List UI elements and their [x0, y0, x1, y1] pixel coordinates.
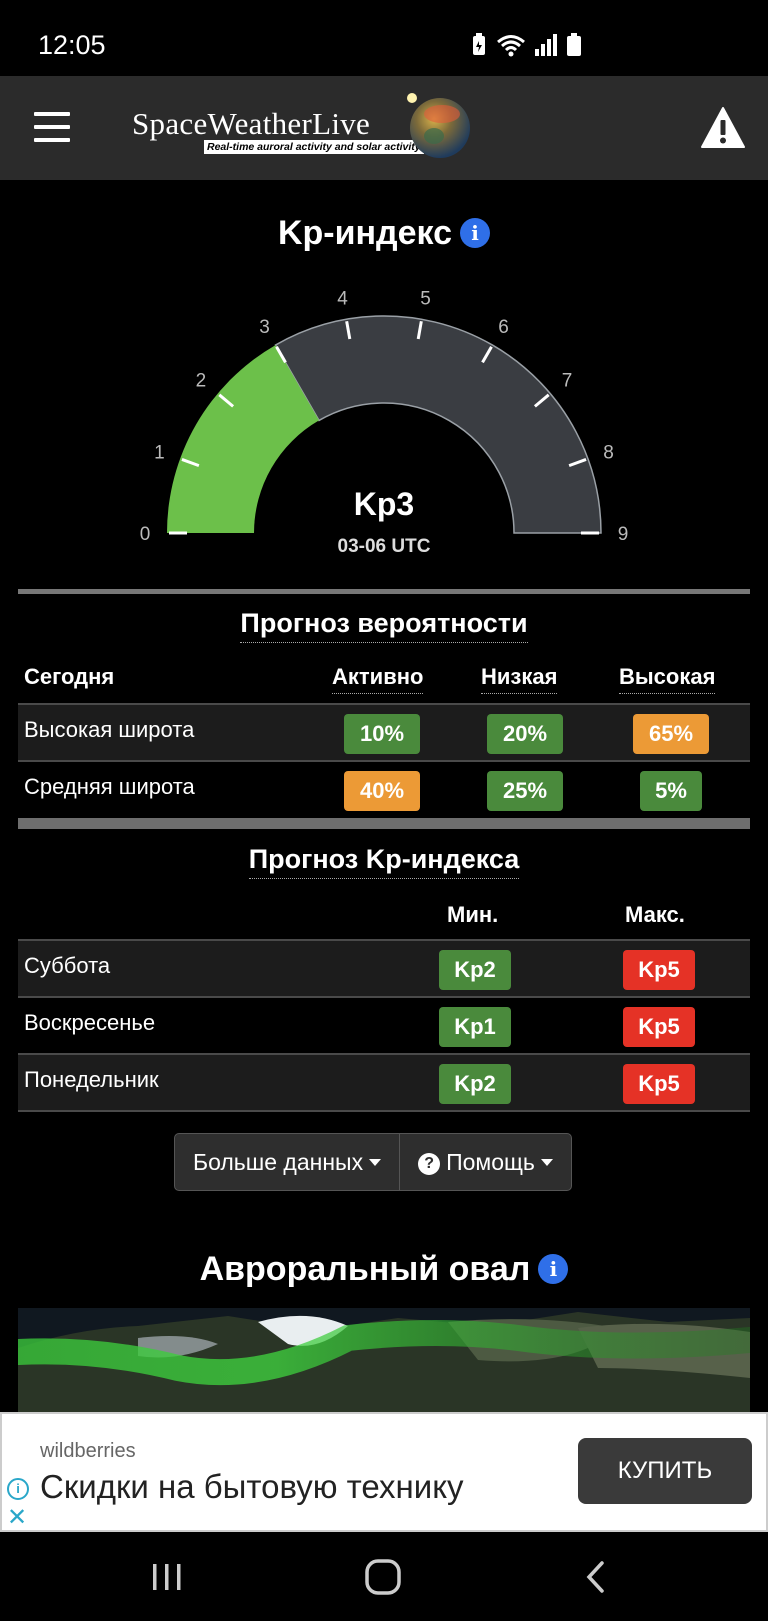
gauge-scale-label: 3 — [259, 317, 270, 338]
caret-down-icon — [540, 1159, 553, 1166]
gauge-tick — [568, 458, 587, 468]
kp-index-title: Kp-индекс i — [0, 214, 768, 253]
status-icons — [470, 33, 582, 57]
kp-info-icon[interactable]: i — [460, 218, 491, 248]
high-badge: 5% — [640, 771, 702, 811]
gauge-tick — [275, 346, 287, 364]
back-icon[interactable] — [584, 1560, 608, 1594]
action-button-group: Больше данных ? Помощь — [174, 1133, 572, 1191]
app-header: SpaceWeatherLive Real-time auroral activ… — [0, 76, 768, 180]
brand-name: SpaceWeatherLive — [132, 106, 371, 141]
more-data-button[interactable]: Больше данных — [175, 1134, 399, 1190]
header-low[interactable]: Низкая — [481, 664, 558, 694]
kp-forecast-title[interactable]: Прогноз Kp-индекса — [0, 844, 768, 879]
gauge-scale-label: 7 — [562, 370, 573, 391]
divider — [18, 589, 750, 594]
ad-headline: Скидки на бытовую технику — [40, 1468, 464, 1505]
ad-buy-button[interactable]: КУПИТЬ — [578, 1438, 752, 1504]
gauge-scale-label: 9 — [618, 524, 629, 545]
gauge-remaining-arc — [274, 315, 602, 534]
help-button[interactable]: ? Помощь — [399, 1134, 571, 1190]
gauge-tick — [345, 321, 352, 340]
ad-banner[interactable]: i ✕ wildberries Скидки на бытовую техник… — [0, 1412, 768, 1532]
max-badge: Kp5 — [623, 950, 695, 990]
row-label: Понедельник — [24, 1067, 159, 1092]
min-badge: Kp1 — [439, 1007, 511, 1047]
status-time: 12:05 — [38, 30, 106, 60]
menu-icon[interactable] — [34, 112, 70, 142]
table-row: Суббота Kp2 Kp5 — [18, 939, 750, 996]
header-high[interactable]: Высокая — [619, 664, 716, 694]
auroral-oval-title-text: Авроральный овал — [199, 1250, 531, 1288]
battery-saver-icon — [473, 33, 485, 55]
battery-icon — [567, 33, 581, 56]
row-label: Средняя широта — [24, 774, 195, 799]
row-label: Высокая широта — [24, 717, 195, 742]
table-row: Высокая широта 10% 20% 65% — [18, 703, 750, 760]
low-badge: 25% — [487, 771, 563, 811]
kp-value-label: Kp3 — [354, 486, 414, 522]
auroral-oval-title: Авроральный овал i — [0, 1250, 768, 1289]
auroral-oval-map[interactable] — [18, 1308, 750, 1412]
aurora-info-icon[interactable]: i — [538, 1254, 569, 1284]
globe-icon — [407, 93, 470, 158]
active-badge: 40% — [344, 771, 420, 811]
kp-forecast-title-text: Прогноз Kp-индекса — [248, 844, 520, 879]
gauge-scale-label: 2 — [196, 370, 207, 391]
status-bar: 12:05 — [0, 0, 768, 76]
warning-icon[interactable] — [700, 106, 746, 150]
wifi-icon — [497, 35, 525, 57]
help-label: Помощь — [446, 1149, 535, 1175]
gauge-scale-label: 8 — [603, 442, 614, 463]
recent-apps-icon[interactable] — [150, 1560, 184, 1594]
gauge-scale-label: 0 — [140, 524, 151, 545]
low-badge: 20% — [487, 714, 563, 754]
kp-gauge: 0 1 2 3 4 5 6 7 8 9 Kp3 03-06 UTC — [140, 290, 629, 557]
table-row: Воскресенье Kp1 Kp5 — [18, 996, 750, 1053]
gauge-tick — [218, 393, 235, 408]
probability-title-text: Прогноз вероятности — [240, 608, 528, 643]
active-badge: 10% — [344, 714, 420, 754]
table-row: Понедельник Kp2 Kp5 — [18, 1053, 750, 1112]
ad-close-icon[interactable]: ✕ — [7, 1504, 28, 1531]
kp-title-text: Kp-индекс — [277, 214, 453, 252]
high-badge: 65% — [633, 714, 709, 754]
header-min: Мин. — [447, 902, 499, 927]
gauge-value-arc — [167, 345, 319, 533]
probability-title[interactable]: Прогноз вероятности — [0, 608, 768, 643]
gauge-scale-label: 4 — [337, 290, 348, 310]
header-active[interactable]: Активно — [332, 664, 424, 694]
gauge-scale-label: 1 — [154, 442, 165, 463]
divider — [18, 818, 750, 829]
ad-info-icon[interactable]: i — [7, 1478, 29, 1500]
min-badge: Kp2 — [439, 950, 511, 990]
table-row: Средняя широта 40% 25% 5% — [18, 760, 750, 817]
max-badge: Kp5 — [623, 1064, 695, 1104]
kp-forecast-header: Мин. Макс. — [18, 902, 750, 942]
max-badge: Kp5 — [623, 1007, 695, 1047]
gauge-tick — [533, 393, 550, 408]
brand-tagline: Real-time auroral activity and solar act… — [204, 140, 424, 154]
gauge-tick — [181, 458, 200, 468]
more-data-label: Больше данных — [193, 1149, 364, 1175]
ad-sponsor: wildberries — [40, 1440, 136, 1462]
gauge-scale-label: 6 — [498, 317, 509, 338]
row-label: Воскресенье — [24, 1010, 156, 1035]
gauge-scale-label: 5 — [420, 290, 431, 310]
home-icon[interactable] — [364, 1558, 402, 1596]
gauge-tick — [416, 321, 423, 340]
question-circle-icon: ? — [418, 1153, 441, 1175]
gauge-tick — [481, 346, 493, 364]
system-nav-bar — [0, 1532, 768, 1621]
caret-down-icon — [369, 1159, 382, 1166]
kp-time-label: 03-06 UTC — [338, 536, 431, 557]
min-badge: Kp2 — [439, 1064, 511, 1104]
site-logo[interactable]: SpaceWeatherLive Real-time auroral activ… — [132, 92, 474, 164]
signal-icon — [535, 34, 557, 56]
header-today: Сегодня — [24, 664, 115, 689]
probability-header: Сегодня Активно Низкая Высокая — [18, 664, 750, 704]
header-max: Макс. — [625, 902, 685, 927]
row-label: Суббота — [24, 953, 111, 978]
